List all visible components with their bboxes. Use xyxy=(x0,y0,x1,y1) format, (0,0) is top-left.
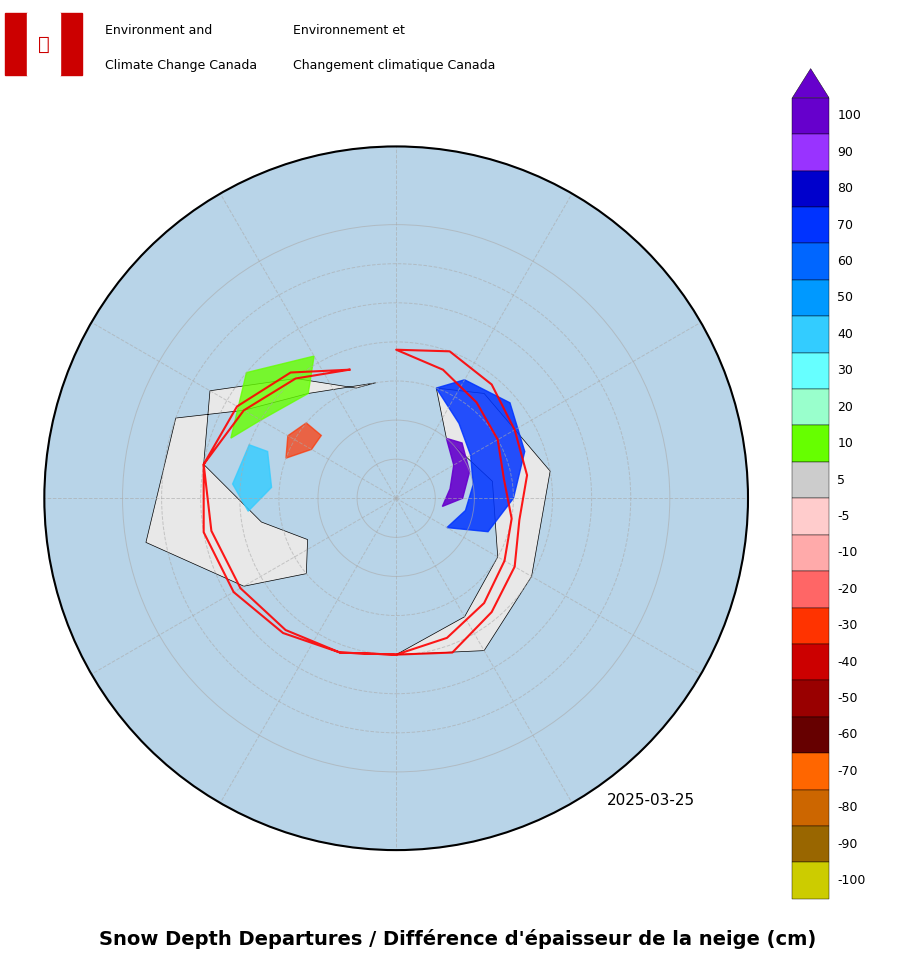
Text: 5: 5 xyxy=(837,474,845,487)
Bar xyxy=(792,98,829,134)
Polygon shape xyxy=(286,423,322,458)
Text: 30: 30 xyxy=(837,364,853,377)
Text: Changement climatique Canada: Changement climatique Canada xyxy=(293,60,496,72)
Bar xyxy=(792,644,829,680)
Text: -5: -5 xyxy=(837,510,850,523)
Text: -80: -80 xyxy=(837,801,857,814)
Bar xyxy=(792,389,829,425)
Bar xyxy=(792,572,829,608)
Polygon shape xyxy=(442,439,470,506)
Bar xyxy=(792,680,829,717)
Text: -100: -100 xyxy=(837,874,866,887)
Bar xyxy=(5,14,27,75)
Bar xyxy=(60,14,82,75)
Text: 2025-03-25: 2025-03-25 xyxy=(607,793,695,808)
Bar xyxy=(27,14,60,75)
Text: -70: -70 xyxy=(837,765,857,778)
Bar xyxy=(792,753,829,789)
Bar xyxy=(792,717,829,753)
Text: 90: 90 xyxy=(837,146,853,159)
Text: -90: -90 xyxy=(837,837,857,851)
Text: -10: -10 xyxy=(837,546,857,560)
Text: 10: 10 xyxy=(837,437,853,450)
Text: 50: 50 xyxy=(837,291,853,305)
Text: 40: 40 xyxy=(837,328,853,341)
Bar xyxy=(792,279,829,317)
Text: -20: -20 xyxy=(837,583,857,596)
Bar xyxy=(792,789,829,826)
Bar xyxy=(792,207,829,243)
Text: 80: 80 xyxy=(837,183,853,195)
Bar xyxy=(792,608,829,644)
Polygon shape xyxy=(231,356,314,438)
Text: Environment and: Environment and xyxy=(105,24,213,37)
Text: 🍁: 🍁 xyxy=(38,34,49,54)
Text: 100: 100 xyxy=(837,109,861,122)
Polygon shape xyxy=(146,378,376,586)
Bar xyxy=(792,171,829,207)
Bar xyxy=(792,243,829,279)
Text: -60: -60 xyxy=(837,729,857,742)
Bar xyxy=(792,534,829,572)
Bar xyxy=(792,353,829,389)
Text: 60: 60 xyxy=(837,255,853,268)
Text: 70: 70 xyxy=(837,219,853,232)
Text: -30: -30 xyxy=(837,619,857,632)
Bar xyxy=(792,134,829,171)
Text: Environnement et: Environnement et xyxy=(293,24,405,37)
Text: Snow Depth Departures / Différence d'épaisseur de la neige (cm): Snow Depth Departures / Différence d'épa… xyxy=(99,929,817,950)
Bar xyxy=(792,863,829,899)
Polygon shape xyxy=(436,380,525,531)
Text: -50: -50 xyxy=(837,692,857,705)
Polygon shape xyxy=(233,445,271,511)
Bar xyxy=(792,317,829,353)
Bar xyxy=(792,498,829,534)
Bar xyxy=(792,425,829,462)
Bar xyxy=(792,462,829,498)
Text: Climate Change Canada: Climate Change Canada xyxy=(105,60,257,72)
Bar xyxy=(792,826,829,863)
Text: -40: -40 xyxy=(837,656,857,668)
Polygon shape xyxy=(792,68,829,98)
Text: 20: 20 xyxy=(837,401,853,413)
Polygon shape xyxy=(396,388,551,655)
Circle shape xyxy=(44,147,748,850)
